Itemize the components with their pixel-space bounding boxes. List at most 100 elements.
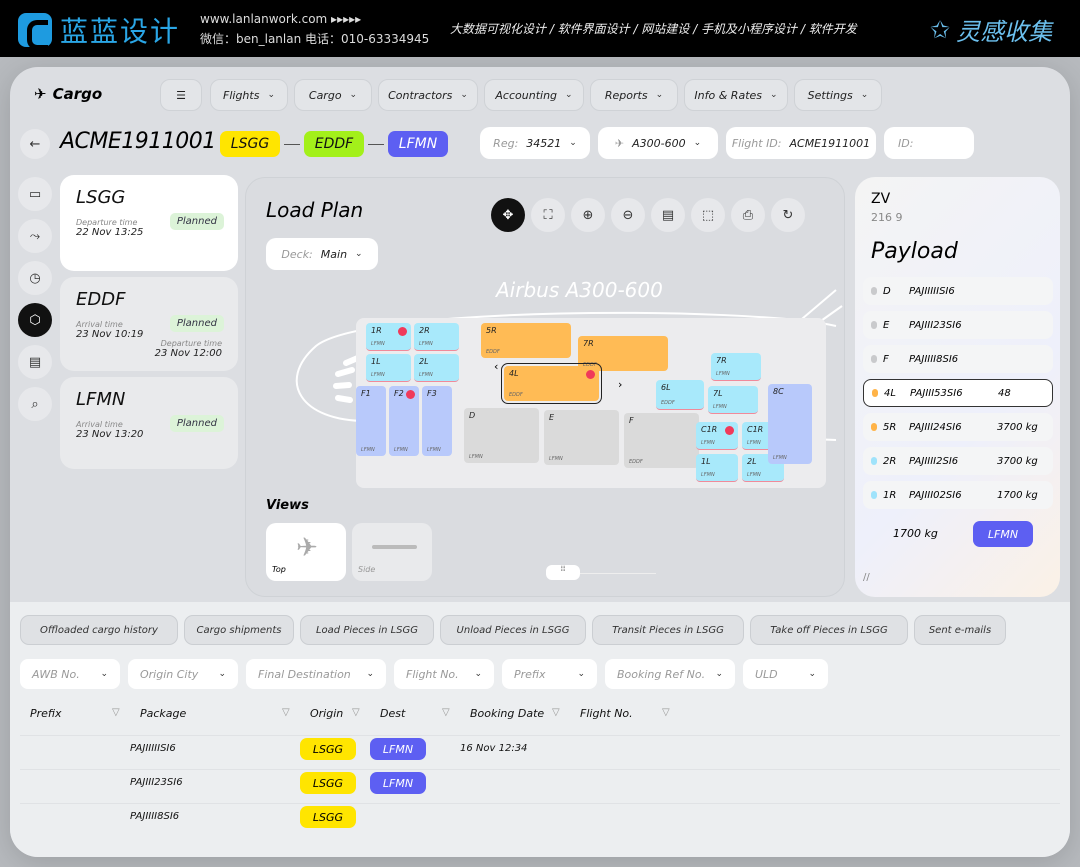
rail-button-clock[interactable]: ◷ bbox=[18, 261, 52, 295]
stop-card-lsgg[interactable]: LSGG Planned Departure time 22 Nov 13:25 bbox=[60, 175, 238, 271]
filter-icon[interactable]: ▽ bbox=[282, 707, 290, 718]
resize-handle-icon[interactable]: // bbox=[863, 572, 870, 583]
toolbar-button-print[interactable]: ⎙ bbox=[731, 198, 765, 232]
tab-unload-pieces-in-lsgg[interactable]: Unload Pieces in LSGG bbox=[440, 615, 586, 645]
uld-position-1l[interactable]: 1L LFMN bbox=[366, 354, 411, 382]
payload-row[interactable]: 2R PAJIIII2SI6 3700 kg bbox=[863, 447, 1053, 475]
menu-button[interactable]: ☰ bbox=[160, 79, 202, 111]
rail-button-document[interactable]: ▤ bbox=[18, 345, 52, 379]
uld-position-f1[interactable]: F1 LFMN bbox=[356, 386, 386, 456]
toolbar-button-select-area[interactable]: ⬚ bbox=[691, 198, 725, 232]
table-row[interactable] bbox=[20, 735, 1060, 767]
reg-select[interactable]: Reg: 34521 ⌄ bbox=[480, 127, 590, 159]
toolbar-button-move[interactable]: ✥ bbox=[491, 198, 525, 232]
nav-flights[interactable]: Flights ⌄ bbox=[210, 79, 288, 111]
position-destination: LFMN bbox=[419, 372, 433, 378]
prev-position-icon[interactable]: ‹ bbox=[494, 360, 499, 373]
tab-take-off-pieces-in-lsgg[interactable]: Take off Pieces in LSGG bbox=[750, 615, 908, 645]
tab-offloaded-cargo-history[interactable]: Offloaded cargo history bbox=[20, 615, 178, 645]
deck-select[interactable]: Deck: Main ⌄ bbox=[266, 238, 378, 270]
stop-card-lfmn[interactable]: LFMN Planned Arrival time 23 Nov 13:20 bbox=[60, 377, 238, 469]
uld-position-f3[interactable]: F3 LFMN bbox=[422, 386, 452, 456]
uld-position-f[interactable]: F EDDF bbox=[624, 413, 699, 468]
view-top[interactable]: ✈ Top bbox=[266, 523, 346, 581]
uld-position-6l[interactable]: 6L EDDF bbox=[656, 380, 704, 410]
chevron-down-icon: ⌄ bbox=[218, 669, 226, 679]
uld-position-2l[interactable]: 2L LFMN bbox=[414, 354, 459, 382]
rail-button-route[interactable]: ⤳ bbox=[18, 219, 52, 253]
tab-sent-e-mails[interactable]: Sent e-mails bbox=[914, 615, 1006, 645]
nav-contractors[interactable]: Contractors ⌄ bbox=[378, 79, 478, 111]
payload-row[interactable]: 5R PAJIII24SI6 3700 kg bbox=[863, 413, 1053, 441]
toolbar-button-zoom-in[interactable]: ⊕ bbox=[571, 198, 605, 232]
status-badge: Planned bbox=[169, 213, 224, 230]
uld-position-1l[interactable]: 1L LFMN bbox=[696, 454, 738, 482]
nav-accounting[interactable]: Accounting ⌄ bbox=[484, 79, 584, 111]
rail-button-package-search[interactable]: ⌕ bbox=[18, 387, 52, 421]
toolbar-button-manifest[interactable]: ▤ bbox=[651, 198, 685, 232]
uld-position-1r[interactable]: 1R LFMN bbox=[366, 323, 411, 351]
uld-position-8c[interactable]: 8C LFMN bbox=[768, 384, 812, 464]
uld-position-7r[interactable]: 7R EDDF bbox=[578, 336, 668, 371]
position-destination: LFMN bbox=[701, 472, 715, 478]
filter-prefix[interactable]: Prefix ⌄ bbox=[502, 659, 597, 689]
stop-card-eddf[interactable]: EDDF Planned Arrival time 23 Nov 10:19 Depar… bbox=[60, 277, 238, 371]
uld-position-5r[interactable]: 5R EDDF bbox=[481, 323, 571, 358]
flight-id-field[interactable]: Flight ID: ACME1911001 bbox=[726, 127, 876, 159]
filter-icon[interactable]: ▽ bbox=[662, 707, 670, 718]
id-field[interactable]: ID: bbox=[884, 127, 974, 159]
toolbar-button-refresh[interactable]: ↻ bbox=[771, 198, 805, 232]
toolbar-button-zoom-out[interactable]: ⊖ bbox=[611, 198, 645, 232]
position-destination: LFMN bbox=[371, 372, 385, 378]
tab-transit-pieces-in-lsgg[interactable]: Transit Pieces in LSGG bbox=[592, 615, 744, 645]
filter-icon[interactable]: ▽ bbox=[112, 707, 120, 718]
nav-info-rates[interactable]: Info & Rates ⌄ bbox=[684, 79, 788, 111]
uld-position-7l[interactable]: 7L LFMN bbox=[708, 386, 758, 414]
payload-row[interactable]: 4L PAJIII53SI6 48 bbox=[863, 379, 1053, 407]
filter-final-destination[interactable]: Final Destination ⌄ bbox=[246, 659, 386, 689]
view-side[interactable]: Side bbox=[352, 523, 432, 581]
slider-handle[interactable]: ⦙⦙⦙ bbox=[546, 565, 580, 580]
next-position-icon[interactable]: › bbox=[618, 378, 623, 391]
nav-settings[interactable]: Settings ⌄ bbox=[794, 79, 882, 111]
payload-row[interactable]: F PAJIIII8SI6 bbox=[863, 345, 1053, 373]
position-destination: LFMN bbox=[701, 440, 715, 446]
back-button[interactable]: ← bbox=[20, 129, 50, 159]
rail-button-id-card[interactable]: ▭ bbox=[18, 177, 52, 211]
filter-flight-no-[interactable]: Flight No. ⌄ bbox=[394, 659, 494, 689]
position-code: 1L bbox=[371, 357, 381, 366]
tab-load-pieces-in-lsgg[interactable]: Load Pieces in LSGG bbox=[300, 615, 434, 645]
route-icon: ⤳ bbox=[29, 228, 41, 244]
uld-position-f2[interactable]: F2 LFMN bbox=[389, 386, 419, 456]
tab-cargo-shipments[interactable]: Cargo shipments bbox=[184, 615, 294, 645]
uld-position-d[interactable]: D LFMN bbox=[464, 408, 539, 463]
payload-row[interactable]: 1R PAJIII02SI6 1700 kg bbox=[863, 481, 1053, 509]
time-block: Departure time 23 Nov 12:00 bbox=[155, 329, 222, 359]
filter-icon[interactable]: ▽ bbox=[442, 707, 450, 718]
nav-cargo[interactable]: Cargo ⌄ bbox=[294, 79, 372, 111]
filter-uld[interactable]: ULD ⌄ bbox=[743, 659, 828, 689]
contact-info: www.lanlanwork.com ▸▸▸▸▸ 微信：ben_lanlan 电话… bbox=[200, 9, 429, 49]
time-block: Departure time 22 Nov 13:25 bbox=[76, 218, 222, 238]
table-row[interactable] bbox=[20, 803, 1060, 835]
filter-booking-ref-no-[interactable]: Booking Ref No. ⌄ bbox=[605, 659, 735, 689]
uld-position-4l[interactable]: 4L EDDF bbox=[501, 363, 602, 404]
filter-icon[interactable]: ▽ bbox=[552, 707, 560, 718]
uld-position-c1r[interactable]: C1R LFMN bbox=[696, 422, 738, 450]
aircraft-select[interactable]: ✈ A300-600 ⌄ bbox=[598, 127, 718, 159]
filter-origin-city[interactable]: Origin City ⌄ bbox=[128, 659, 238, 689]
filter-icon[interactable]: ▽ bbox=[352, 707, 360, 718]
column-header: Flight No. bbox=[580, 707, 633, 720]
payload-row[interactable]: E PAJIII23SI6 bbox=[863, 311, 1053, 339]
uld-position-7r[interactable]: 7R LFMN bbox=[711, 353, 761, 381]
toolbar-button-fit[interactable]: ⛶ bbox=[531, 198, 565, 232]
table-row[interactable] bbox=[20, 769, 1060, 801]
uld-position-e[interactable]: E LFMN bbox=[544, 410, 619, 465]
rail-button-box[interactable]: ⬡ bbox=[18, 303, 52, 337]
status-dot bbox=[871, 287, 877, 295]
uld-position-2r[interactable]: 2R LFMN bbox=[414, 323, 459, 351]
nav-reports[interactable]: Reports ⌄ bbox=[590, 79, 678, 111]
nav-label: Settings bbox=[807, 88, 853, 102]
filter-awb-no-[interactable]: AWB No. ⌄ bbox=[20, 659, 120, 689]
payload-row[interactable]: D PAJIIIIISI6 bbox=[863, 277, 1053, 305]
